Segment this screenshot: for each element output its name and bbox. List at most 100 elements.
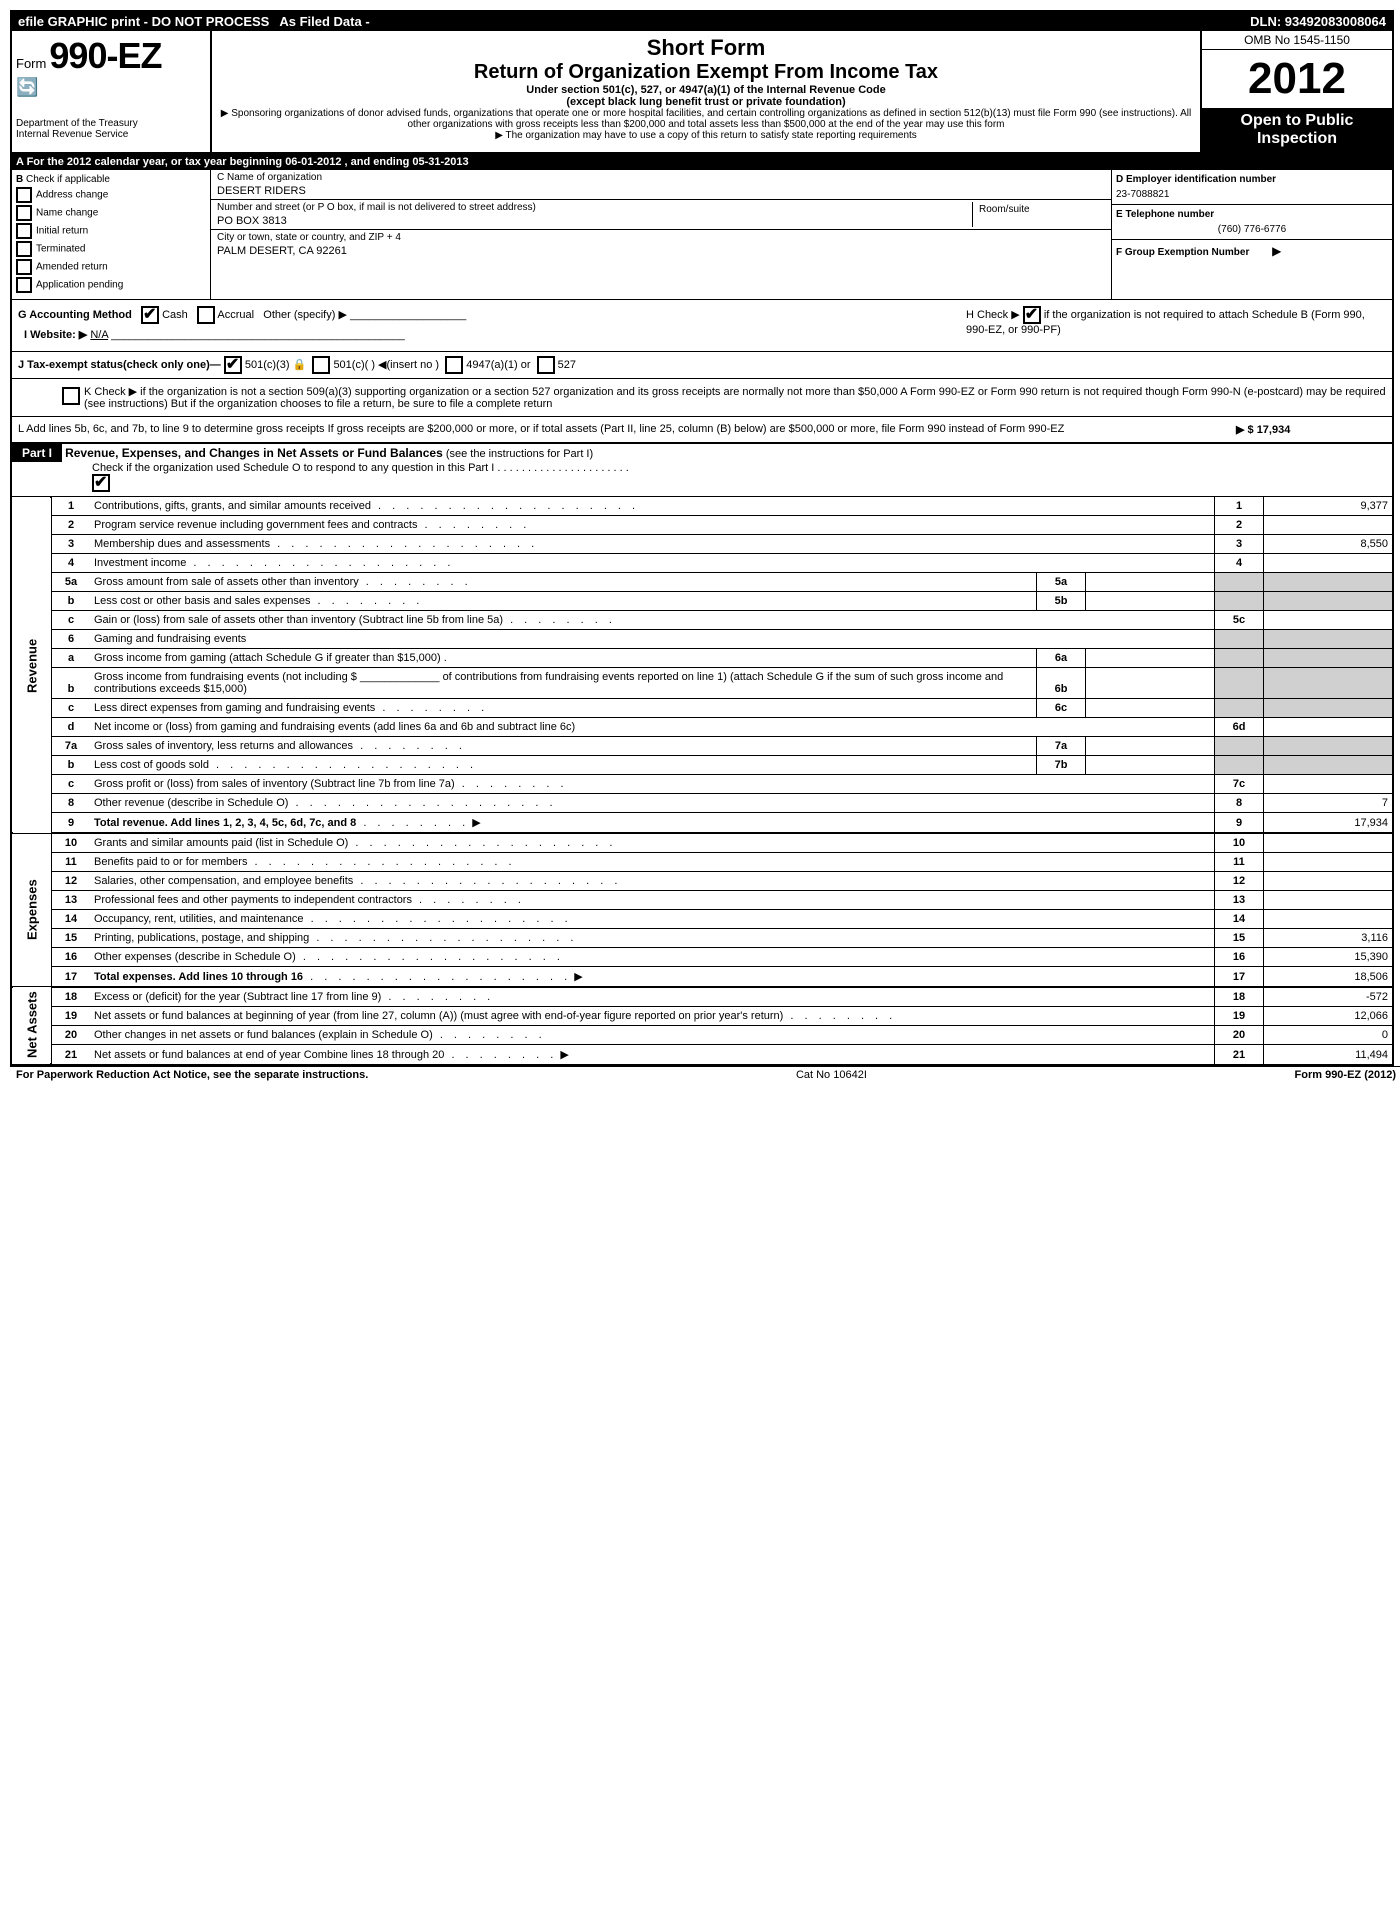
line-6a-subval: [1086, 649, 1215, 668]
line-6a-num: a: [51, 649, 90, 668]
label-accrual: Accrual: [217, 309, 254, 321]
checkbox-cash[interactable]: [141, 306, 159, 324]
line-7a-subnum: 7a: [1037, 737, 1086, 756]
line-17-num: 17: [51, 967, 90, 988]
room-suite-label: Room/suite: [972, 202, 1105, 227]
line-10-desc: Grants and similar amounts paid (list in…: [94, 837, 348, 849]
line-6-desc: Gaming and fundraising events: [94, 633, 246, 645]
l-text: L Add lines 5b, 6c, and 7b, to line 9 to…: [18, 423, 1236, 436]
line-13-desc: Professional fees and other payments to …: [94, 894, 412, 906]
line-13-num: 13: [51, 891, 90, 910]
form-number: 990-EZ: [49, 35, 161, 76]
website-value: N/A: [90, 329, 108, 341]
line-20-val: 0: [1264, 1026, 1393, 1045]
line-4-num: 4: [51, 554, 90, 573]
line-7a-numcol: [1215, 737, 1264, 756]
checkbox-501c3[interactable]: [224, 356, 242, 374]
line-13-val: [1264, 891, 1393, 910]
sponsor-text: ▶ Sponsoring organizations of donor advi…: [216, 108, 1196, 130]
checkbox-k[interactable]: [62, 387, 80, 405]
line-9-numcol: 9: [1215, 813, 1264, 834]
line-10-num: 10: [51, 833, 90, 853]
topbar-left: efile GRAPHIC print - DO NOT PROCESS: [18, 14, 269, 29]
checkbox-amended[interactable]: [16, 259, 32, 275]
footer: For Paperwork Reduction Act Notice, see …: [10, 1066, 1400, 1083]
form-990ez: efile GRAPHIC print - DO NOT PROCESS As …: [10, 10, 1394, 1066]
year-box: OMB No 1545-1150 2012 Open to Public Ins…: [1200, 31, 1392, 152]
line-6a-subnum: 6a: [1037, 649, 1086, 668]
line-14-num: 14: [51, 910, 90, 929]
part1-instr: (see the instructions for Part I): [446, 448, 593, 460]
line-8-numcol: 8: [1215, 794, 1264, 813]
line-9-desc: Total revenue. Add lines 1, 2, 3, 4, 5c,…: [94, 817, 356, 829]
label-501c: 501(c)( ) ◀(insert no ): [333, 359, 439, 371]
line-7a-val: [1264, 737, 1393, 756]
line-16-numcol: 16: [1215, 948, 1264, 967]
checkbox-accrual[interactable]: [197, 306, 215, 324]
line-2-desc: Program service revenue including govern…: [94, 519, 417, 531]
checkbox-pending[interactable]: [16, 277, 32, 293]
line-12-numcol: 12: [1215, 872, 1264, 891]
line-18-num: 18: [51, 987, 90, 1007]
label-501c3: 501(c)(3): [245, 359, 290, 371]
line-5b-num: b: [51, 592, 90, 611]
line-6d-desc: Net income or (loss) from gaming and fun…: [94, 721, 575, 733]
k-section: K Check ▶ if the organization is not a s…: [12, 379, 1392, 417]
checkbox-schedule-o[interactable]: [92, 474, 110, 492]
topbar-dln: DLN: 93492083008064: [1250, 14, 1386, 29]
h-label: H Check ▶: [966, 309, 1020, 321]
line-5a-subval: [1086, 573, 1215, 592]
line-5a-num: 5a: [51, 573, 90, 592]
line-6c-subval: [1086, 699, 1215, 718]
part1-title: Revenue, Expenses, and Changes in Net As…: [65, 446, 443, 460]
line-6d-val: [1264, 718, 1393, 737]
checkbox-4947[interactable]: [445, 356, 463, 374]
checkbox-terminated[interactable]: [16, 241, 32, 257]
label-address-change: Address change: [36, 190, 108, 201]
line-11-num: 11: [51, 853, 90, 872]
top-bar: efile GRAPHIC print - DO NOT PROCESS As …: [12, 12, 1392, 31]
line-13-numcol: 13: [1215, 891, 1264, 910]
line-5a-subnum: 5a: [1037, 573, 1086, 592]
line-6-numcol: [1215, 630, 1264, 649]
line-17-numcol: 17: [1215, 967, 1264, 988]
check-applicable: Check if applicable: [26, 174, 110, 185]
g-h-section: G Accounting Method Cash Accrual Other (…: [12, 300, 1392, 352]
dept-irs: Internal Revenue Service: [16, 129, 206, 140]
line-6c-desc: Less direct expenses from gaming and fun…: [94, 702, 375, 714]
line-19-num: 19: [51, 1007, 90, 1026]
omb-number: OMB No 1545-1150: [1202, 31, 1392, 50]
line-5b-numcol: [1215, 592, 1264, 611]
line-9-val: 17,934: [1264, 813, 1393, 834]
line-21-desc: Net assets or fund balances at end of ye…: [94, 1049, 444, 1061]
short-form-label: Short Form: [216, 35, 1196, 61]
part1-header: Part I Revenue, Expenses, and Changes in…: [12, 444, 1392, 497]
line-21-val: 11,494: [1264, 1045, 1393, 1065]
line-14-numcol: 14: [1215, 910, 1264, 929]
d-label: D Employer identification number: [1116, 174, 1388, 185]
footer-left: For Paperwork Reduction Act Notice, see …: [16, 1069, 368, 1081]
checkbox-initial-return[interactable]: [16, 223, 32, 239]
checkbox-501c[interactable]: [312, 356, 330, 374]
line-16-desc: Other expenses (describe in Schedule O): [94, 951, 296, 963]
line-7c-val: [1264, 775, 1393, 794]
checkbox-address-change[interactable]: [16, 187, 32, 203]
line-1-num: 1: [51, 497, 90, 516]
line-7b-numcol: [1215, 756, 1264, 775]
checkbox-527[interactable]: [537, 356, 555, 374]
checkbox-name-change[interactable]: [16, 205, 32, 221]
line-6b-subval: [1086, 668, 1215, 699]
line-7a-subval: [1086, 737, 1215, 756]
section-a: A For the 2012 calendar year, or tax yea…: [12, 154, 1392, 170]
line-15-desc: Printing, publications, postage, and shi…: [94, 932, 309, 944]
line-5b-val: [1264, 592, 1393, 611]
topbar-mid: As Filed Data -: [269, 14, 1250, 29]
line-16-val: 15,390: [1264, 948, 1393, 967]
line-5c-num: c: [51, 611, 90, 630]
lines-table: Revenue 1 Contributions, gifts, grants, …: [12, 497, 1392, 1064]
line-6b-desc1: Gross income from fundraising events (no…: [94, 671, 357, 683]
line-12-val: [1264, 872, 1393, 891]
line-20-desc: Other changes in net assets or fund bala…: [94, 1029, 433, 1041]
checkbox-h[interactable]: [1023, 306, 1041, 324]
line-19-numcol: 19: [1215, 1007, 1264, 1026]
